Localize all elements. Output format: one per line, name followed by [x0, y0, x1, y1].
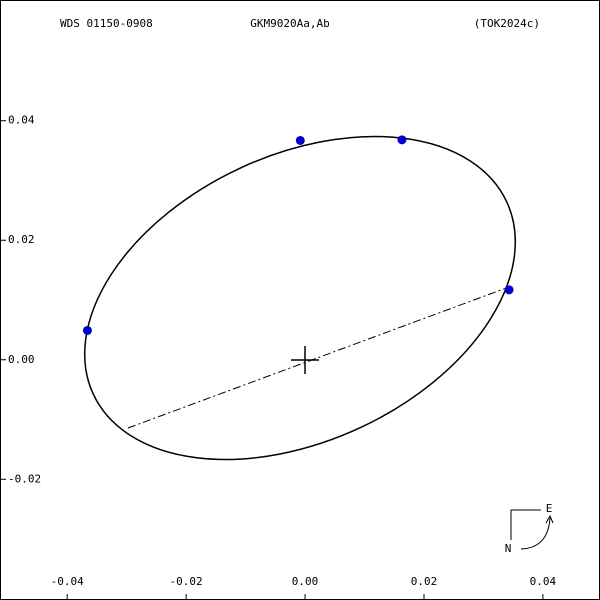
compass-arrow — [545, 514, 554, 524]
x-tick-label: 0.04 — [530, 575, 557, 588]
x-tick-label: -0.04 — [51, 575, 84, 588]
line-of-nodes — [127, 286, 510, 429]
y-tick-label: 0.00 — [8, 353, 35, 366]
y-tick-label: 0.02 — [8, 233, 35, 246]
x-tick-label: 0.00 — [292, 575, 319, 588]
compass-arrow — [520, 517, 551, 550]
compass-east: E — [546, 502, 553, 515]
reference-label: (TOK2024c) — [474, 17, 540, 30]
compass — [510, 509, 541, 540]
observation-point — [82, 325, 92, 335]
observation-point — [504, 285, 514, 295]
observation-point — [295, 135, 305, 145]
x-tick-label: 0.02 — [411, 575, 438, 588]
wds-label: WDS 01150-0908 — [60, 17, 153, 30]
orbit — [83, 135, 517, 461]
y-tick-label: -0.02 — [8, 472, 41, 485]
system-label: GKM9020Aa,Ab — [250, 17, 329, 30]
y-tick-label: 0.04 — [8, 114, 35, 127]
observation-point — [397, 135, 407, 145]
x-tick-label: -0.02 — [170, 575, 203, 588]
compass-north: N — [505, 542, 512, 555]
